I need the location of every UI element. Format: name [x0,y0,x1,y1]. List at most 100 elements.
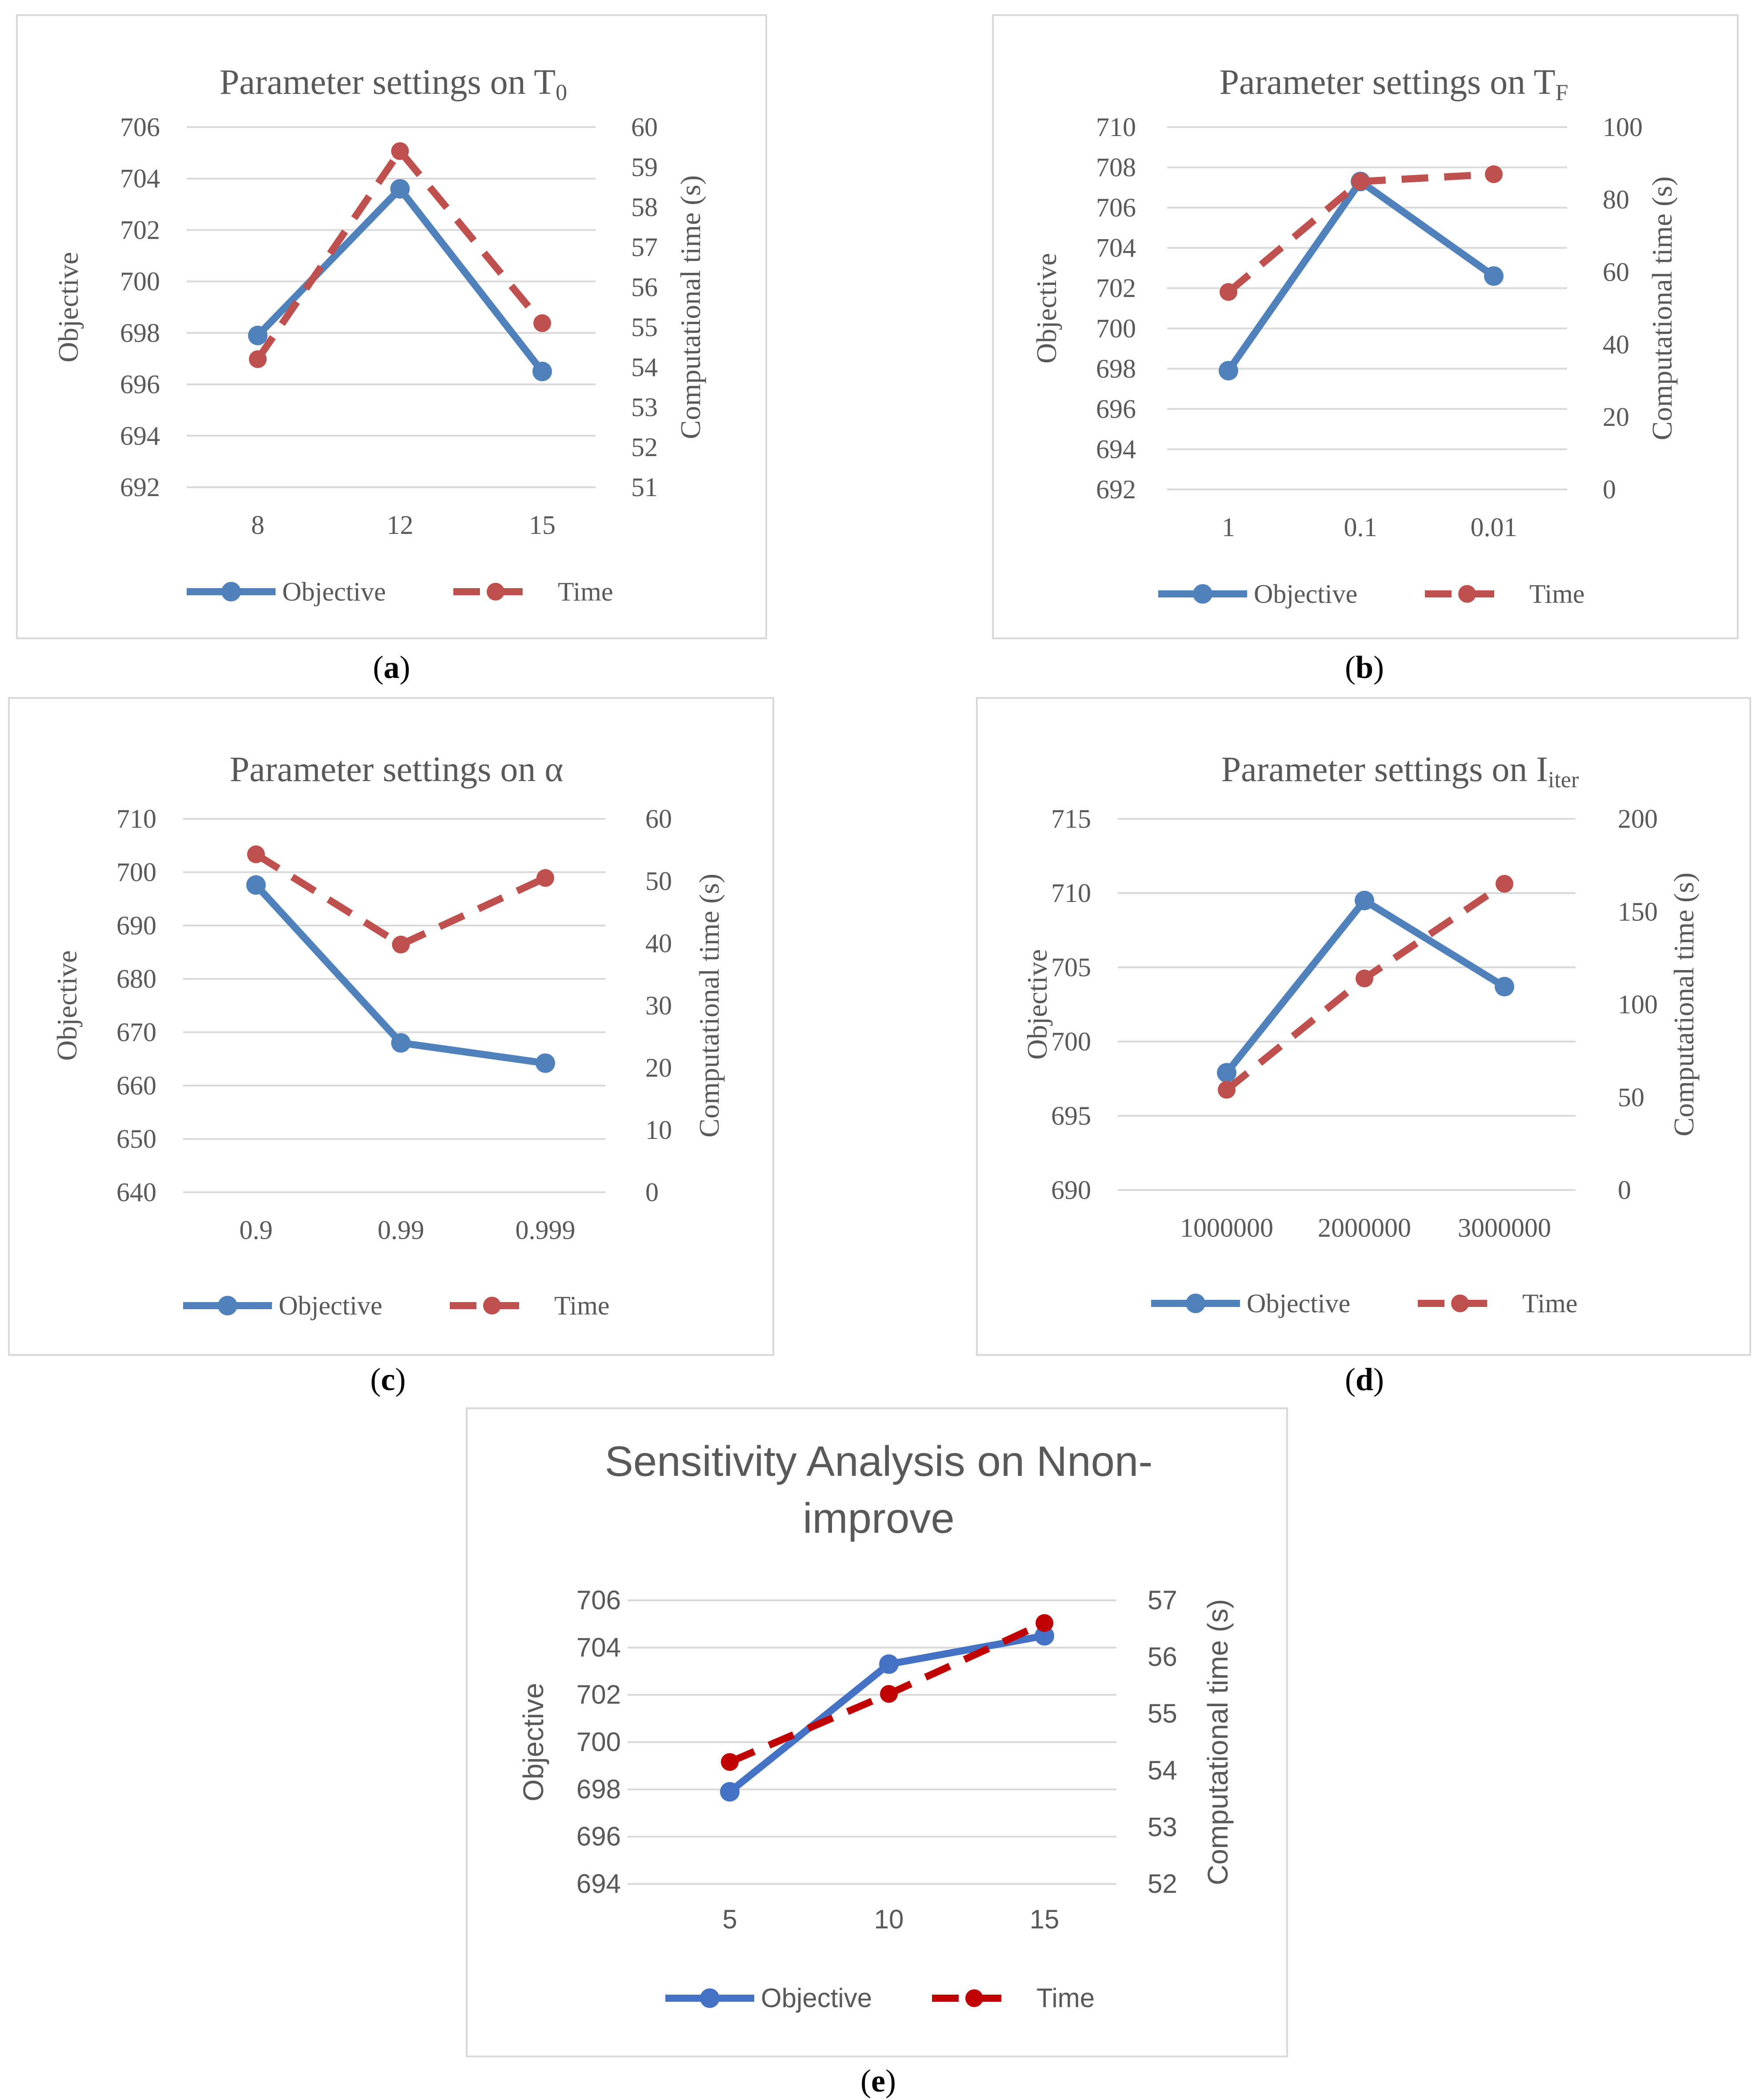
time-point [536,869,554,887]
objective-point [532,361,552,381]
objective-point [1217,1063,1236,1083]
y-tick-label: 690 [116,911,156,940]
objective-point [1355,890,1374,910]
y2-tick-label: 55 [1148,1699,1177,1728]
y-tick-label: 710 [1096,112,1136,142]
y-tick-label: 702 [576,1680,621,1710]
y2-tick-label: 10 [645,1115,672,1145]
time-point [1220,283,1237,301]
y2-tick-label: 54 [1148,1755,1177,1785]
legend-objective-label: Objective [282,577,386,606]
y2-tick-label: 58 [631,192,658,222]
y-tick-label: 710 [1051,878,1091,908]
chart-title: Sensitivity Analysis on Nnon- [605,1438,1153,1485]
y-tick-label: 706 [1096,193,1136,222]
x-tick-label: 0.1 [1344,513,1377,542]
legend-time-marker [487,583,504,601]
legend-time-label: Time [1522,1289,1578,1318]
legend-objective-marker [221,582,241,601]
y2-tick-label: 100 [1618,990,1658,1019]
x-tick-label: 1000000 [1180,1213,1273,1242]
chart-d: Parameter settings on Iiter 690 695 700 705 7… [1021,750,1700,1318]
x-tick-label: 15 [529,510,556,540]
time-point [247,845,265,863]
y-tick-label: 706 [576,1585,621,1615]
y-tick-label: 690 [1051,1175,1091,1205]
legend-objective-label: Objective [761,1983,872,2013]
objective-series-line [255,185,545,374]
objective-point [1484,266,1504,286]
y-tick-label: 704 [576,1632,621,1662]
time-point [1485,165,1503,183]
objective-point [1035,1626,1054,1646]
y-tick-label: 700 [1096,314,1136,343]
y2-axis-title: Computational time (s) [1646,176,1678,441]
y2-tick-label: 80 [1603,185,1629,214]
y-tick-label: 704 [120,164,160,193]
time-point [1352,172,1369,191]
y-tick-label: 696 [120,370,160,399]
time-series-line [255,148,545,361]
x-tick-label: 10 [874,1904,904,1934]
x-tick-label: 0.9 [240,1215,273,1245]
legend-objective-marker [1193,584,1212,604]
y2-tick-label: 60 [1603,257,1629,287]
chart-e: Sensitivity Analysis on Nnon-improve 694 6… [517,1438,1234,2013]
y-tick-label: 700 [1051,1027,1091,1056]
y2-axis-title: Computational time (s) [1668,873,1700,1137]
legend-objective-label: Objective [1247,1289,1350,1318]
y-tick-label: 702 [1096,273,1136,303]
legend-time-label: Time [558,577,613,606]
chart-panel-e: Sensitivity Analysis on Nnon-improve 694 6… [466,1407,1288,2057]
y2-tick-label: 100 [1603,112,1643,142]
y-tick-label: 670 [116,1018,156,1047]
legend-objective-marker [218,1296,237,1315]
chart-c: Parameter settings on α 640 650 660 670 680 69… [51,750,725,1320]
y2-tick-label: 200 [1618,804,1658,834]
y2-tick-label: 40 [1603,330,1629,359]
chart-b: Parameter settings on TF 692 694 696 698 700 7… [1031,63,1678,609]
y2-tick-label: 0 [1618,1175,1631,1205]
legend-time-marker [1451,1294,1469,1312]
y2-tick-label: 54 [631,353,658,382]
legend-time-marker [1458,585,1476,603]
x-tick-label: 0.999 [516,1215,576,1245]
y-tick-label: 700 [120,267,160,296]
x-tick-label: 0.01 [1471,513,1517,542]
objective-point [248,325,268,345]
y2-tick-label: 60 [631,112,658,142]
y-tick-label: 694 [1096,434,1136,464]
time-point [249,350,267,368]
y2-axis-title: Computational time (s) [675,175,706,439]
y-tick-label: 698 [576,1774,621,1804]
y2-tick-label: 40 [645,929,672,958]
time-point [391,142,409,160]
y-tick-label: 702 [120,215,160,244]
y2-tick-label: 20 [645,1053,672,1082]
y-tick-label: 698 [120,318,160,348]
chart-title: Parameter settings on T0 [220,63,567,105]
y-tick-label: 715 [1051,804,1091,834]
y-tick-label: 708 [1096,153,1136,182]
objective-point [536,1053,555,1073]
time-point [880,1685,898,1703]
objective-point [390,179,410,199]
y2-tick-label: 150 [1618,897,1658,926]
y-tick-label: 692 [1096,475,1136,504]
chart-panel-b: Parameter settings on TF 692 694 696 698 700 7… [992,14,1739,639]
y2-tick-label: 51 [631,473,658,502]
caption-b: (b) [1344,649,1384,685]
y-tick-label: 700 [116,858,156,887]
y2-axis-title: Computational time (s) [1202,1599,1234,1885]
y-axis-title: Objective [1021,949,1053,1060]
y2-tick-label: 52 [631,433,658,462]
caption-d: (d) [1344,1362,1384,1397]
legend-objective-marker [1186,1294,1205,1313]
time-point [1496,875,1513,893]
y-tick-label: 680 [116,964,156,994]
y-tick-label: 640 [116,1178,156,1207]
y2-tick-label: 57 [1148,1585,1177,1615]
chart-title: Parameter settings on α [230,750,564,789]
y-tick-label: 698 [1096,354,1136,383]
y-tick-label: 710 [116,804,156,834]
